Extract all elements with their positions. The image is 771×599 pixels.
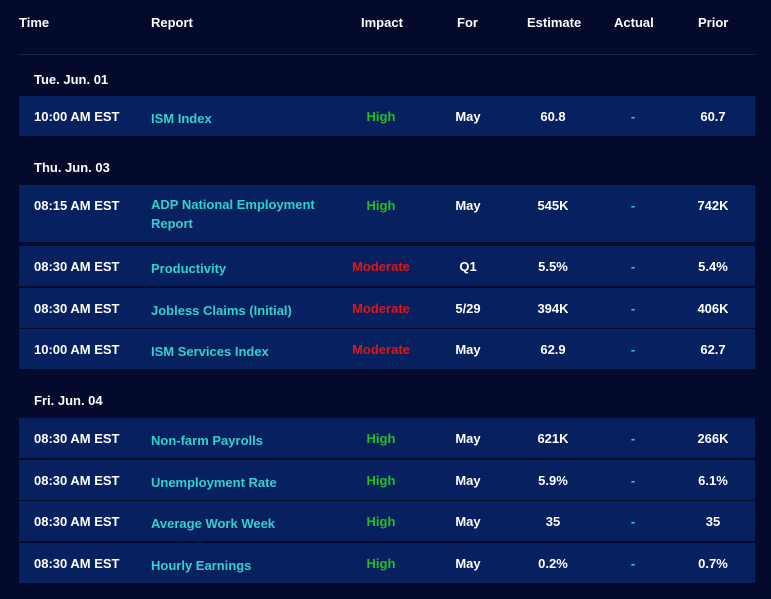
row-report-link[interactable]: Average Work Week [151,516,276,531]
row-prior: 742K [697,198,729,213]
row-for: May [455,431,481,446]
table-row[interactable]: 08:30 AM EST Productivity Moderate Q1 5.… [19,246,755,286]
row-prior: 266K [697,431,729,446]
row-for: May [455,342,481,357]
row-report-link[interactable]: ADP National Employment Report [151,197,315,231]
date-heading: Tue. Jun. 01 [34,72,109,87]
column-header-for[interactable]: For [457,15,478,30]
column-header-impact[interactable]: Impact [361,15,403,30]
row-actual: - [630,556,636,571]
row-prior: 406K [697,301,729,316]
row-impact: High [366,514,396,529]
table-row[interactable]: 10:00 AM EST ISM Index High May 60.8 - 6… [19,96,755,136]
row-estimate: 545K [537,198,569,213]
row-for: May [455,473,481,488]
row-actual: - [630,342,636,357]
table-row[interactable]: 08:30 AM EST Non-farm Payrolls High May … [19,418,755,458]
row-report-link[interactable]: ISM Index [151,111,212,126]
row-time: 08:30 AM EST [34,259,120,274]
row-impact: Moderate [352,259,410,274]
row-time: 10:00 AM EST [34,109,120,124]
row-estimate: 394K [537,301,569,316]
column-header-report[interactable]: Report [151,15,193,30]
row-report-link[interactable]: Unemployment Rate [151,475,277,490]
row-actual: - [630,431,636,446]
row-time: 08:30 AM EST [34,514,120,529]
row-estimate: 621K [537,431,569,446]
row-estimate: 60.8 [540,109,566,124]
row-actual: - [630,301,636,316]
row-estimate: 35 [545,514,561,529]
row-prior: 62.7 [700,342,726,357]
table-row[interactable]: 08:15 AM EST ADP National Employment Rep… [19,185,755,242]
row-actual: - [630,198,636,213]
row-estimate: 5.5% [538,259,568,274]
column-header-estimate[interactable]: Estimate [527,15,582,30]
table-row[interactable]: 08:30 AM EST Hourly Earnings High May 0.… [19,543,755,583]
row-impact: High [366,109,396,124]
row-report-link[interactable]: Non-farm Payrolls [151,433,263,448]
column-header-prior[interactable]: Prior [698,15,729,30]
row-report-link[interactable]: Jobless Claims (Initial) [151,303,292,318]
row-prior: 0.7% [698,556,728,571]
table-row[interactable]: 08:30 AM EST Average Work Week High May … [19,501,755,541]
row-impact: High [366,431,396,446]
row-actual: - [630,259,636,274]
row-for: May [455,198,481,213]
row-report-link[interactable]: Productivity [151,261,227,276]
row-estimate: 5.9% [538,473,568,488]
table-row[interactable]: 08:30 AM EST Unemployment Rate High May … [19,460,755,500]
row-estimate: 0.2% [538,556,568,571]
table-header: Time Report Impact For Estimate Actual P… [0,0,755,46]
date-heading: Fri. Jun. 04 [34,393,103,408]
row-for: May [455,556,481,571]
column-header-time[interactable]: Time [19,15,50,30]
row-impact: Moderate [352,301,410,316]
row-prior: 35 [705,514,721,529]
row-time: 08:30 AM EST [34,301,120,316]
row-for: Q1 [459,259,477,274]
row-report-link[interactable]: ISM Services Index [151,344,269,359]
row-estimate: 62.9 [540,342,566,357]
table-row[interactable]: 08:30 AM EST Jobless Claims (Initial) Mo… [19,288,755,328]
row-impact: High [366,556,396,571]
row-prior: 5.4% [698,259,728,274]
header-divider [19,54,755,55]
row-impact: High [366,473,396,488]
row-actual: - [630,109,636,124]
row-prior: 6.1% [698,473,728,488]
row-for: May [455,109,481,124]
row-actual: - [630,514,636,529]
row-for: 5/29 [455,301,481,316]
row-actual: - [630,473,636,488]
row-impact: High [366,198,396,213]
row-impact: Moderate [352,342,410,357]
row-time: 10:00 AM EST [34,342,120,357]
date-heading: Thu. Jun. 03 [34,160,110,175]
row-time: 08:30 AM EST [34,473,120,488]
row-time: 08:15 AM EST [34,198,120,213]
column-header-actual[interactable]: Actual [614,15,654,30]
row-time: 08:30 AM EST [34,556,120,571]
row-prior: 60.7 [700,109,726,124]
table-row[interactable]: 10:00 AM EST ISM Services Index Moderate… [19,329,755,369]
row-for: May [455,514,481,529]
row-report-link[interactable]: Hourly Earnings [151,558,252,573]
row-time: 08:30 AM EST [34,431,120,446]
